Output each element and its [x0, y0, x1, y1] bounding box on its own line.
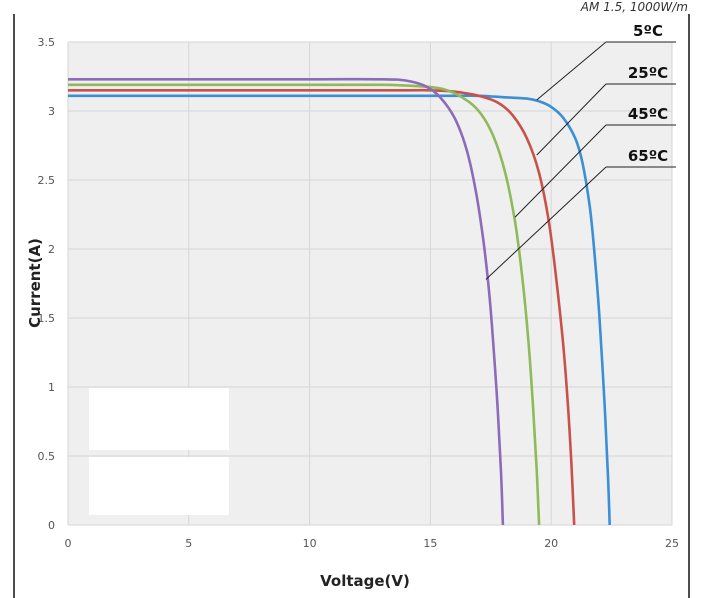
- y-tick-label: 2.5: [38, 174, 56, 187]
- x-tick-label: 5: [185, 537, 192, 550]
- x-tick-label: 0: [65, 537, 72, 550]
- x-tick-label: 10: [303, 537, 317, 550]
- y-tick-label: 0.5: [38, 450, 56, 463]
- plot-background: [68, 42, 672, 525]
- temperature-label: 45ºC: [628, 105, 668, 123]
- temperature-label: 5ºC: [633, 22, 663, 40]
- legend-box-lower: [89, 457, 229, 515]
- series-line-2: [67, 88, 576, 526]
- grid-lines: [67, 41, 673, 526]
- x-tick-label: 15: [423, 537, 437, 550]
- annotation-leader: [536, 41, 607, 101]
- tick-labels: 0 0.5 1 1.5 2 2.5 3 3.5 0 5 10 15 20 25: [38, 36, 680, 550]
- temperature-label: 65ºC: [628, 147, 668, 165]
- y-tick-label: 0: [48, 519, 55, 532]
- series-line-4: [68, 77, 505, 526]
- x-tick-label: 20: [544, 537, 558, 550]
- y-tick-label: 2: [48, 243, 55, 256]
- temperature-label: 25ºC: [628, 64, 668, 82]
- y-tick-label: 1.5: [38, 312, 56, 325]
- annotation-leader: [485, 166, 607, 280]
- annotation-leader: [514, 124, 607, 218]
- x-tick-label: 25: [665, 537, 679, 550]
- series-lines: [67, 77, 611, 526]
- temperature-annotations: 5ºC 25ºC 45ºC 65ºC: [485, 22, 676, 280]
- y-axis-title: Current(A): [26, 238, 44, 328]
- annotation-leader: [536, 83, 607, 156]
- series-line-1: [68, 94, 611, 526]
- y-tick-label: 3.5: [38, 36, 56, 49]
- x-axis-title: Voltage(V): [320, 572, 410, 590]
- y-tick-label: 1: [48, 381, 55, 394]
- y-tick-label: 3: [48, 105, 55, 118]
- condition-text: AM 1.5, 1000W/m: [580, 0, 688, 14]
- legend-box-upper: [89, 388, 229, 450]
- series-line-3: [67, 83, 541, 526]
